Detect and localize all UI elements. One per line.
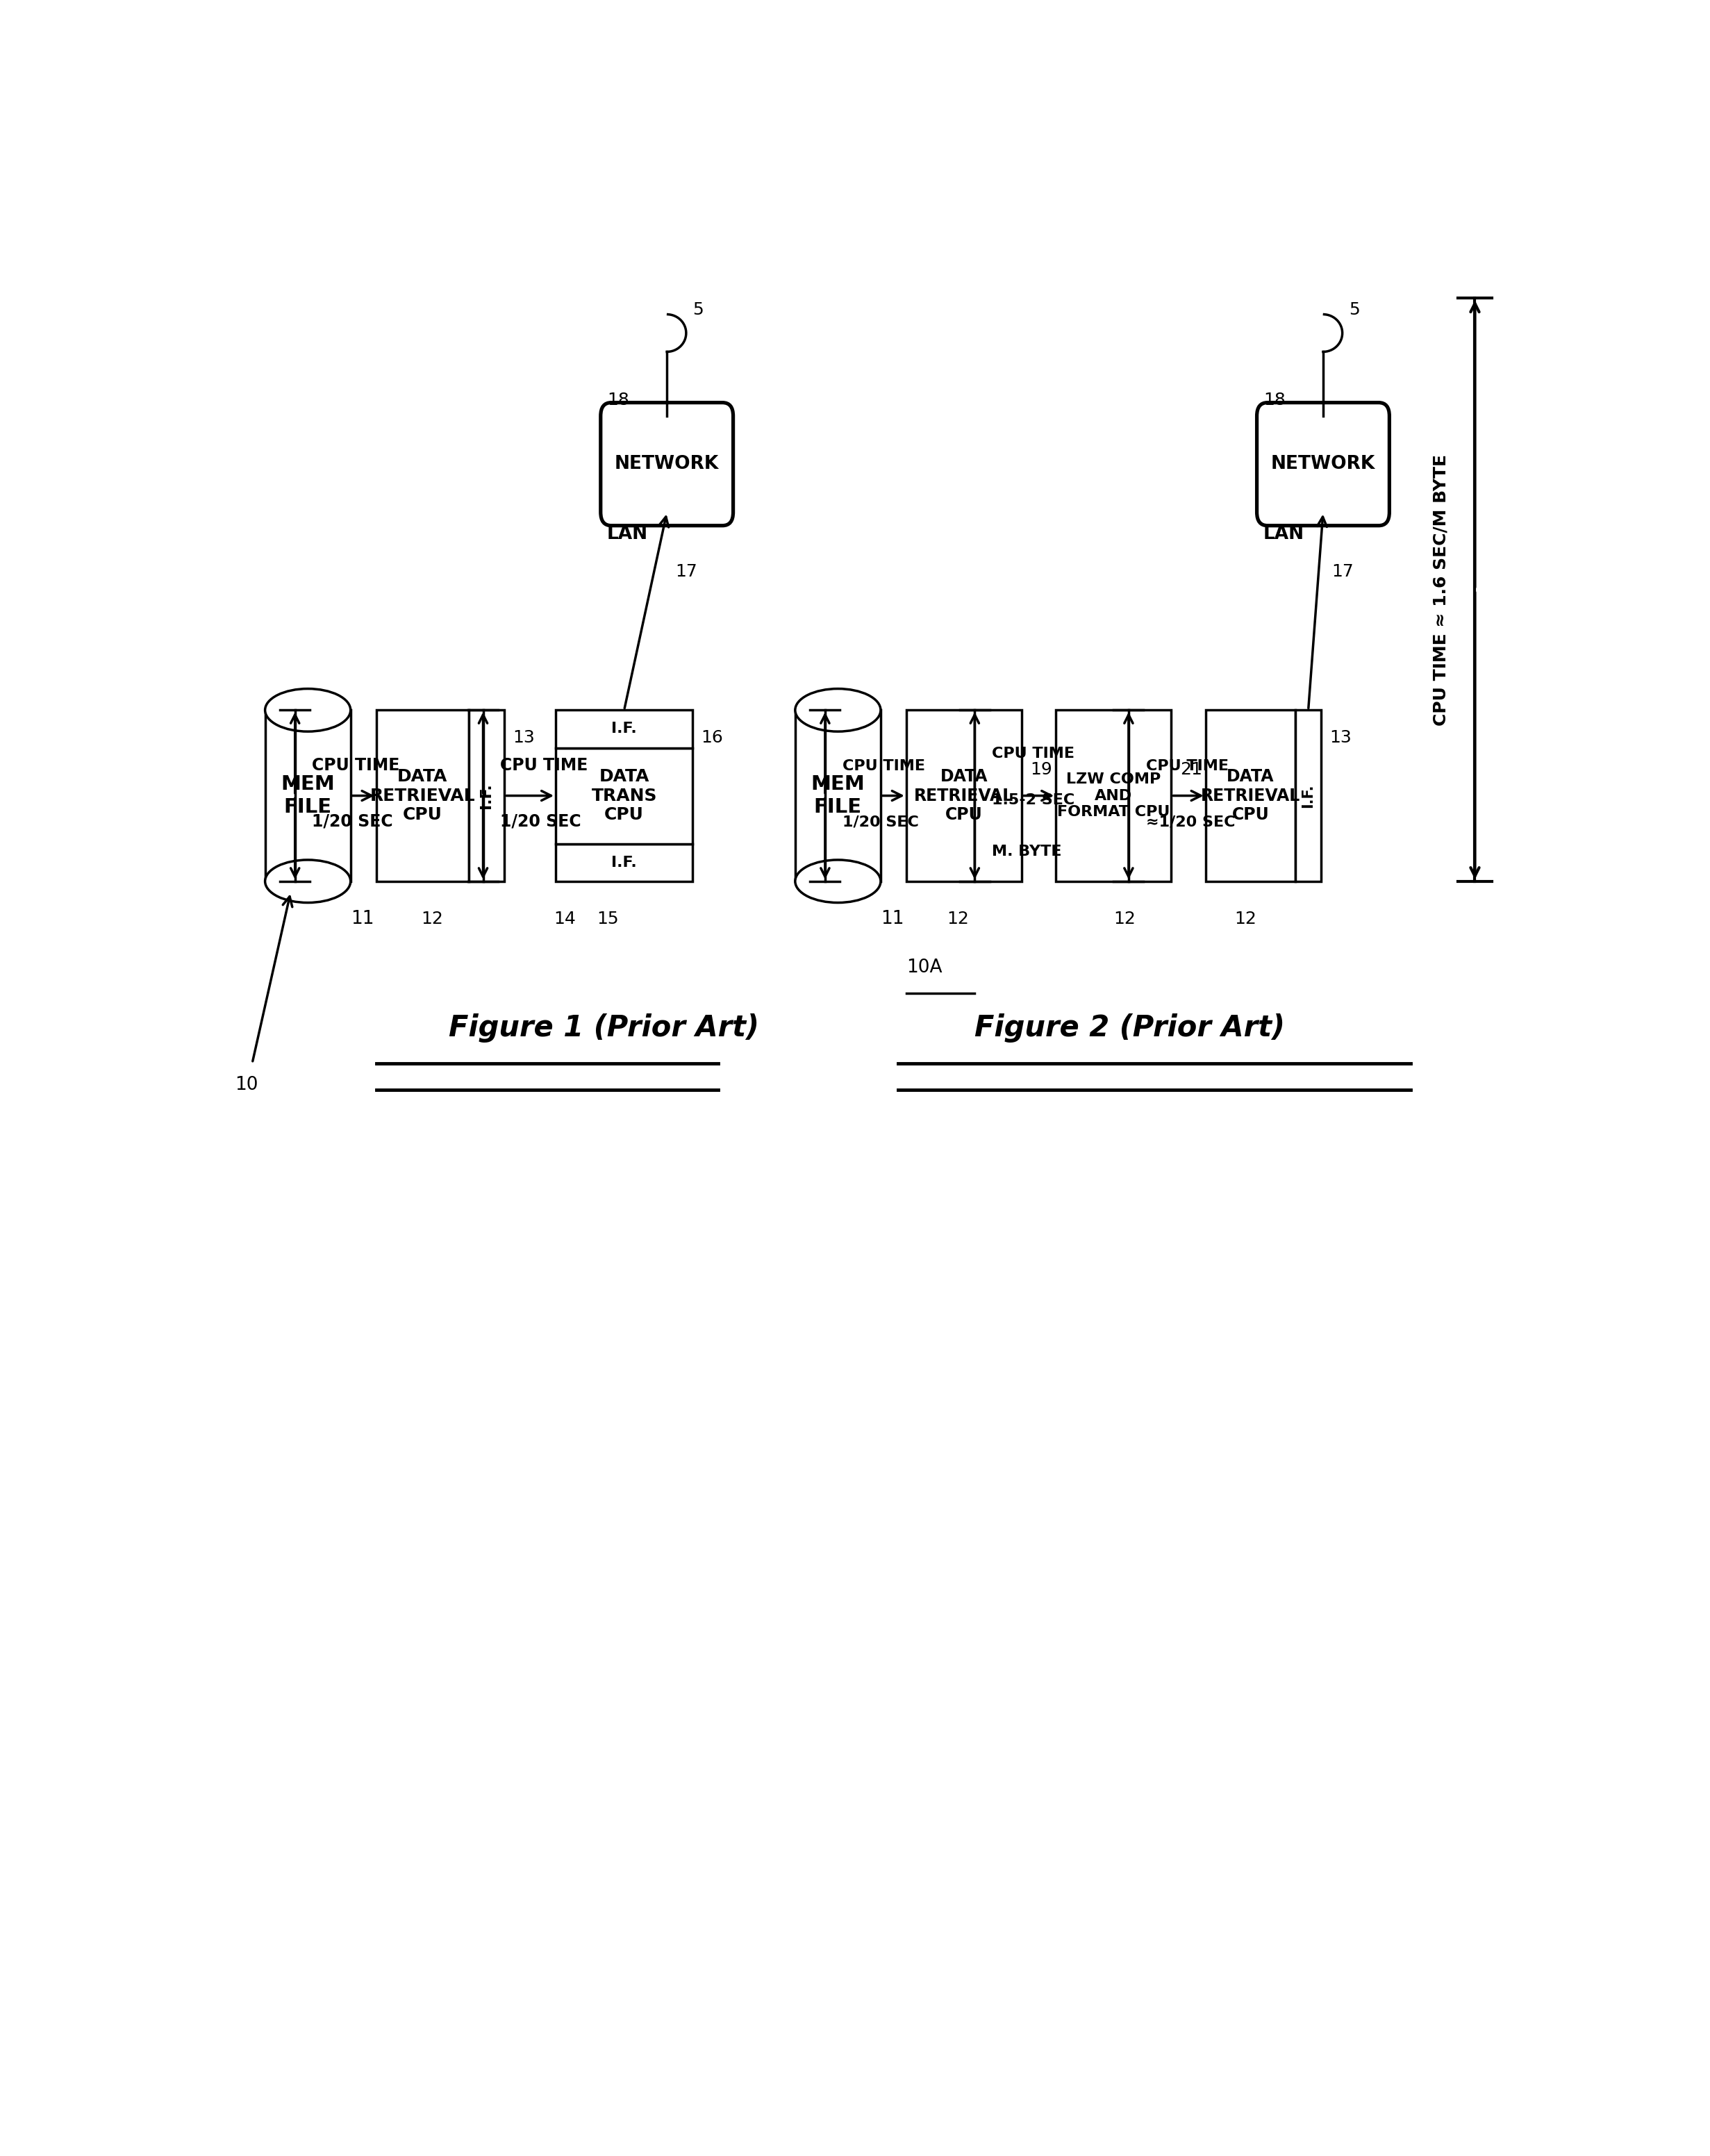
Text: I.F.: I.F. (612, 856, 636, 869)
Text: Figure 2 (Prior Art): Figure 2 (Prior Art) (975, 1013, 1286, 1044)
Bar (1206, 709, 1296, 882)
Bar (1296, 709, 1320, 882)
Bar (1057, 709, 1171, 882)
FancyBboxPatch shape (600, 403, 734, 526)
Bar (556, 843, 693, 882)
Bar (265, 709, 351, 882)
Text: 18: 18 (607, 392, 629, 410)
Text: 17: 17 (1332, 563, 1354, 580)
Text: DATA
RETRIEVAL
CPU: DATA RETRIEVAL CPU (369, 768, 475, 824)
Text: I.F.: I.F. (479, 783, 494, 808)
Text: DATA
TRANS
CPU: DATA TRANS CPU (592, 768, 657, 824)
Text: NETWORK: NETWORK (1271, 455, 1375, 472)
Text: 12: 12 (1113, 910, 1135, 927)
Text: NETWORK: NETWORK (614, 455, 720, 472)
Text: LAN: LAN (1264, 526, 1305, 543)
Text: I.F.: I.F. (1301, 785, 1315, 808)
Ellipse shape (265, 860, 351, 903)
Text: 10A: 10A (906, 957, 942, 977)
Text: 17: 17 (675, 563, 698, 580)
Text: CPU TIME: CPU TIME (1146, 759, 1228, 772)
Text: I.F.: I.F. (612, 722, 636, 735)
Bar (469, 709, 504, 882)
Text: CPU TIME: CPU TIME (311, 757, 400, 774)
Text: 13: 13 (513, 729, 535, 746)
Ellipse shape (795, 860, 881, 903)
Bar (556, 748, 693, 843)
Text: 12: 12 (1235, 910, 1257, 927)
Text: M. BYTE: M. BYTE (992, 845, 1062, 858)
Bar (556, 709, 693, 748)
Text: 1/20 SEC: 1/20 SEC (311, 813, 393, 830)
Text: LAN: LAN (607, 526, 648, 543)
Text: 11: 11 (881, 910, 905, 929)
Text: CPU TIME: CPU TIME (992, 746, 1074, 761)
Bar (795, 709, 881, 882)
Ellipse shape (795, 688, 881, 731)
Text: 13: 13 (1330, 729, 1351, 746)
Text: 12: 12 (947, 910, 970, 927)
Text: Figure 1 (Prior Art): Figure 1 (Prior Art) (448, 1013, 759, 1044)
Text: 15: 15 (597, 910, 619, 927)
Text: 1.5-2 SEC: 1.5-2 SEC (992, 793, 1074, 806)
Text: DATA
RETRIEVAL
CPU: DATA RETRIEVAL CPU (1200, 768, 1300, 824)
Text: 1/20 SEC: 1/20 SEC (499, 813, 581, 830)
Ellipse shape (265, 688, 351, 731)
Text: 10: 10 (234, 1076, 258, 1093)
Text: LZW COMP
AND
FORMAT CPU: LZW COMP AND FORMAT CPU (1057, 772, 1170, 819)
Text: 21: 21 (1180, 761, 1202, 778)
Text: 14: 14 (554, 910, 576, 927)
Text: 5: 5 (1349, 302, 1359, 317)
FancyBboxPatch shape (1257, 403, 1389, 526)
Text: 11: 11 (351, 910, 374, 929)
Text: 1/20 SEC: 1/20 SEC (841, 815, 918, 830)
Text: 19: 19 (1029, 761, 1052, 778)
Text: ≈1/20 SEC: ≈1/20 SEC (1146, 815, 1235, 830)
Text: MEM
FILE: MEM FILE (280, 774, 335, 817)
Text: DATA
RETRIEVAL
CPU: DATA RETRIEVAL CPU (915, 768, 1014, 824)
Text: 12: 12 (421, 910, 443, 927)
Bar (906, 709, 1023, 882)
Text: 18: 18 (1264, 392, 1286, 410)
Text: 5: 5 (693, 302, 703, 317)
Text: 16: 16 (701, 729, 723, 746)
Text: CPU TIME: CPU TIME (499, 757, 588, 774)
Text: CPU TIME ≈ 1.6 SEC/M BYTE: CPU TIME ≈ 1.6 SEC/M BYTE (1433, 455, 1448, 727)
Text: CPU TIME: CPU TIME (841, 759, 925, 772)
Text: MEM
FILE: MEM FILE (811, 774, 865, 817)
Bar (376, 709, 469, 882)
